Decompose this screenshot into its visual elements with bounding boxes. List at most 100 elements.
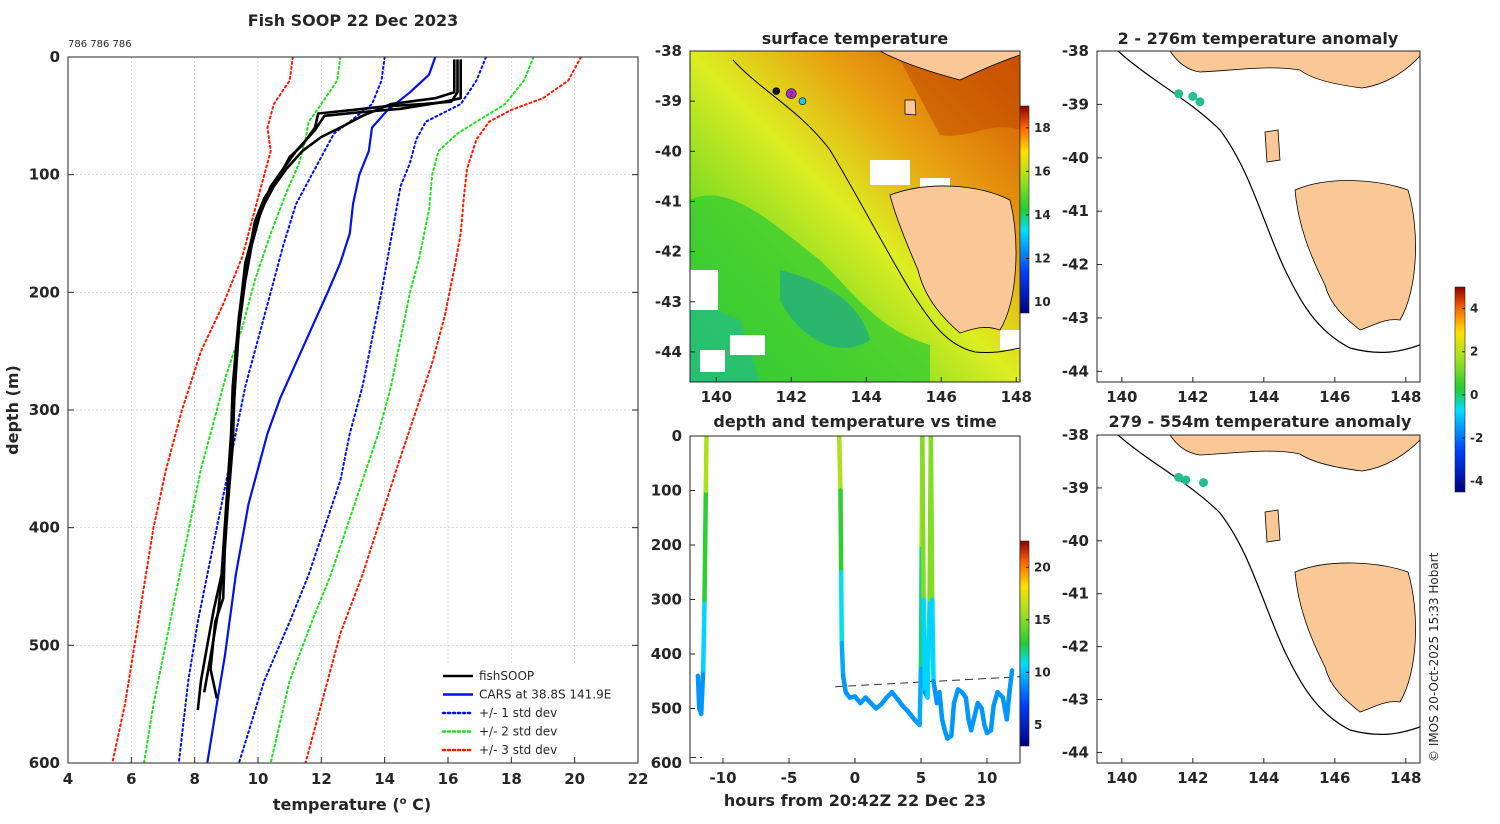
profile-series-line [269, 57, 535, 763]
sst-colorbar [1019, 105, 1030, 314]
depth-time-segment [929, 597, 936, 684]
map-xtick-label: 146 [1319, 769, 1350, 787]
map-ytick-label: -43 [655, 293, 682, 311]
profile-panel: Fish SOOP 22 Dec 2023 786 786 786 4 6 8 10 1… [3, 11, 648, 814]
anomaly-point [1198, 478, 1208, 488]
anomaly-point [1174, 89, 1184, 99]
depth-time-ytick-label: 300 [651, 591, 682, 609]
profile-xtick-label: 8 [189, 770, 199, 788]
depth-time-xtick-label: -5 [781, 769, 798, 787]
map-ytick-label: -42 [1062, 256, 1089, 274]
anomaly-bottom-ticks: 140 142 144 146 148 -38 -39 -40 -41 -42 -43 -44 [1062, 426, 1422, 787]
profile-xtick-label: 4 [63, 770, 73, 788]
anomaly-top-axes [1096, 50, 1421, 383]
profile-series-line [206, 57, 437, 763]
map-xtick-label: 140 [701, 388, 732, 406]
sst-ticks: 140 142 144 146 148 -38 -39 -40 -41 -42 -43 -44 [655, 42, 1032, 406]
anomaly-bottom-points [1174, 472, 1208, 488]
sst-track-point [798, 97, 807, 105]
colorbar-tick-label: 2 [1470, 345, 1478, 359]
colorbar-tick-label: 20 [1034, 560, 1051, 574]
depth-time-segment [698, 668, 706, 717]
anomaly-point [1174, 472, 1184, 482]
depth-time-ytick-label: 500 [651, 700, 682, 718]
depth-time-segment [925, 597, 932, 700]
colorbar-tick-label: -4 [1470, 474, 1483, 488]
depth-time-segment [703, 436, 709, 493]
sst-colorbar-ticks: 10 12 14 16 18 [1026, 121, 1051, 309]
depth-time-segment [920, 436, 926, 602]
profile-xtick-label: 14 [374, 770, 395, 788]
anomaly-bottom-axes [1096, 434, 1421, 764]
map-ytick-label: -41 [1062, 585, 1089, 603]
anomaly-top-panel: 2 - 276m temperature anomaly 140 142 144 14… [1062, 29, 1422, 406]
depth-time-segment [838, 570, 845, 646]
depth-time-ytick-label: 400 [651, 645, 682, 663]
map-ytick-label: -39 [1062, 95, 1089, 113]
profile-ylabel: depth (m) [3, 365, 22, 455]
depth-time-xtick-label: 5 [916, 769, 926, 787]
profile-ytick-label: 500 [29, 636, 60, 654]
map-ytick-label: -39 [655, 92, 682, 110]
depth-time-segment [839, 640, 846, 679]
profile-xtick-label: 20 [564, 770, 585, 788]
map-xtick-label: 142 [1177, 769, 1208, 787]
depth-time-segment [928, 436, 935, 602]
map-ytick-label: -40 [655, 142, 682, 160]
map-xtick-label: 146 [1319, 388, 1350, 406]
profile-xtick-label: 12 [311, 770, 332, 788]
depth-time-ytick-label: 600 [651, 754, 682, 772]
map-ytick-label: -38 [655, 42, 682, 60]
depth-time-colorbar [1019, 540, 1030, 747]
map-ytick-label: -38 [1062, 42, 1089, 60]
map-xtick-label: 148 [1390, 769, 1421, 787]
map-xtick-label: 144 [851, 388, 882, 406]
profile-series-line [202, 59, 462, 693]
depth-time-segment [700, 597, 707, 673]
depth-time-ytick-label: 0 [672, 427, 682, 445]
colorbar-tick-label: 0 [1470, 388, 1478, 402]
depth-time-segment [838, 488, 844, 575]
anomaly-top-ticks: 140 142 144 146 148 -38 -39 -40 -41 -42 -43 -44 [1062, 42, 1422, 406]
depth-time-title: depth and temperature vs time [713, 412, 996, 431]
depth-time-segment [979, 706, 987, 728]
profile-ytick-label: 100 [29, 166, 60, 184]
anomaly-bottom-panel: 279 - 554m temperature anomaly 140 142 144… [1062, 286, 1483, 787]
profile-ytick-label: 200 [29, 283, 60, 301]
profile-xlabel: temperature (o C) [273, 795, 431, 814]
anomaly-top-title: 2 - 276m temperature anomaly [1118, 29, 1399, 48]
profile-series-line [304, 57, 582, 763]
depth-time-ytick-label: 200 [651, 536, 682, 554]
depth-time-segment [695, 673, 702, 711]
profile-ticks: 4 6 8 10 12 14 16 18 20 22 0 100 200 300 400 500 600 [29, 48, 649, 788]
depth-time-segment [840, 673, 849, 695]
map-xtick-label: 144 [1248, 388, 1279, 406]
figure-title: Fish SOOP 22 Dec 2023 [248, 11, 458, 30]
map-ytick-label: -40 [1062, 149, 1089, 167]
colorbar-tick-label: 10 [1034, 665, 1051, 679]
depth-time-segment [937, 689, 945, 722]
depth-time-segment [949, 700, 957, 738]
depth-time-segment [921, 597, 928, 695]
profile-series-line [143, 57, 342, 763]
profile-ytick-label: 0 [50, 48, 60, 66]
anomaly-point [1188, 91, 1198, 101]
profile-xtick-label: 16 [438, 770, 459, 788]
profile-xtick-label: 18 [501, 770, 522, 788]
depth-time-segment [836, 436, 843, 493]
profile-legend: fishSOOP CARS at 38.8S 141.9E +/- 1 std de… [436, 664, 628, 757]
map-ytick-label: -42 [655, 243, 682, 261]
map-xtick-label: 140 [1106, 388, 1137, 406]
colorbar-tick-label: 15 [1034, 613, 1051, 627]
anomaly-bottom-title: 279 - 554m temperature anomaly [1109, 412, 1412, 431]
map-ytick-label: -43 [1062, 309, 1089, 327]
colorbar-tick-label: 10 [1034, 295, 1051, 309]
profile-legend-label: +/- 1 std dev [479, 706, 557, 720]
map-ytick-label: -39 [1062, 479, 1089, 497]
anomaly-point [1195, 97, 1205, 107]
depth-time-segment [702, 488, 709, 602]
colorbar-tick-label: -2 [1470, 431, 1483, 445]
depth-time-segment [1007, 668, 1015, 695]
profile-series-line [209, 59, 456, 699]
